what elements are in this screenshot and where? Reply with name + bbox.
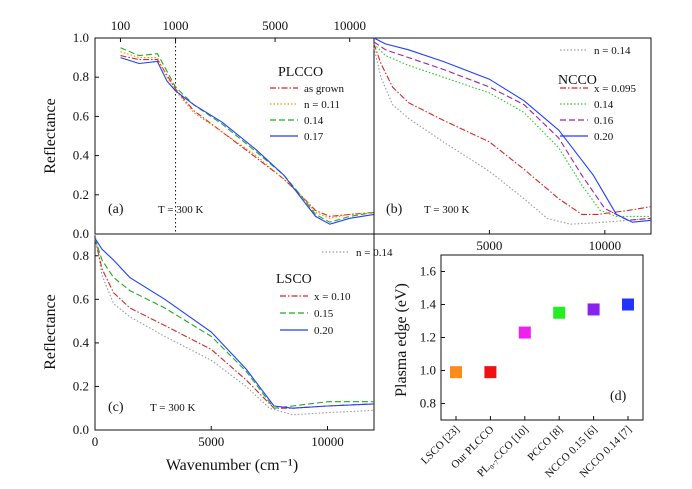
series-line-2: [94, 238, 374, 409]
y-tick-label: 1.2: [420, 330, 436, 345]
data-point-3: [553, 306, 566, 319]
panel-c-xlabel: Wavenumber (cm⁻¹): [166, 457, 298, 474]
x-tick-label: 100: [111, 18, 131, 33]
series-line-0: [94, 233, 375, 416]
data-point-4: [587, 303, 600, 316]
panel-a-ylabel: Reflectance: [42, 98, 59, 174]
data-point-2: [518, 326, 531, 339]
legend-label: 0.20: [594, 131, 614, 143]
panel-b-label: (b): [386, 202, 403, 217]
panel-c-label: (c): [108, 400, 124, 415]
legend-label: 0.20: [314, 325, 334, 337]
series-line-0: [120, 55, 375, 217]
panel-b-title: NCCO: [558, 73, 597, 88]
legend-label: x = 0.10: [314, 291, 351, 303]
panel-c-title: LSCO: [276, 272, 312, 287]
series-line-0: [373, 47, 652, 225]
panel-c: 0.0 0.2 0.4 0.6 0.8 0 5000 10000 LSCO (c) T = 3…: [42, 233, 393, 474]
x-tick-label: 10000: [589, 238, 622, 253]
legend-label: n = 0.11: [304, 99, 340, 111]
legend-label: 0.14: [594, 99, 614, 111]
x-tick-label: 5000: [262, 18, 288, 33]
panel-a-frame: [94, 37, 375, 235]
panel-a-title: PLCCO: [278, 65, 323, 80]
y-tick-label: 0.2: [73, 378, 89, 393]
data-point-5: [622, 298, 634, 311]
series-line-1: [120, 51, 375, 219]
panel-c-frame: [94, 233, 375, 431]
legend-label: n = 0.14: [594, 45, 631, 57]
panel-b-temperature: T = 300 K: [424, 204, 469, 216]
y-tick-label: 1.0: [420, 363, 436, 378]
panel-a-temperature: T = 300 K: [158, 204, 203, 216]
x-tick-label: 0: [92, 434, 99, 449]
series-line-4: [373, 37, 652, 223]
panel-d-ylabel: Plasma edge (eV): [393, 283, 410, 397]
x-tick-label: 10000: [333, 18, 366, 33]
legend-label: as grown: [304, 83, 345, 95]
y-tick-label: 0.8: [73, 248, 89, 263]
panel-d-label: (d): [610, 389, 627, 404]
y-tick-label: 0.8: [73, 69, 89, 84]
x-tick-label: 10000: [311, 434, 344, 449]
panel-b-frame: [373, 37, 652, 235]
x-tick-label: 5000: [476, 238, 502, 253]
y-tick-label: 0.8: [420, 396, 436, 411]
series-line-3: [373, 41, 652, 221]
y-tick-label: 0.0: [73, 422, 89, 437]
legend-label: x = 0.095: [594, 83, 636, 95]
panel-a: 0.0 0.2 0.4 0.6 0.8 1.0 100 1000 5000 10000 PLCCO…: [42, 18, 375, 241]
y-tick-label: 0.4: [73, 335, 90, 350]
x-tick-label: 1000: [163, 18, 189, 33]
legend-label: 0.16: [594, 115, 614, 127]
panel-c-ylabel: Reflectance: [42, 294, 59, 370]
y-tick-label: 0.0: [73, 226, 89, 241]
x-tick-label: 5000: [198, 434, 224, 449]
data-point-1: [484, 366, 497, 379]
series-line-2: [120, 47, 375, 223]
legend-label: 0.14: [304, 115, 324, 127]
panel-b: 5000 10000 NCCO (b) T = 300 K n = 0.14 x =…: [373, 37, 652, 253]
series-line-1: [373, 43, 652, 215]
legend-label: 0.17: [304, 131, 324, 143]
legend-label: 0.15: [314, 308, 334, 320]
y-tick-label: 1.6: [420, 264, 437, 279]
panel-c-temperature: T = 300 K: [150, 402, 195, 414]
series-line-3: [120, 57, 375, 225]
panel-a-label: (a): [108, 202, 124, 217]
data-point-0: [450, 366, 462, 379]
y-tick-label: 1.0: [73, 30, 89, 45]
series-line-3: [94, 238, 375, 409]
y-tick-label: 1.4: [420, 297, 437, 312]
series-line-1: [94, 238, 375, 409]
y-tick-label: 0.6: [73, 108, 90, 123]
legend-label: n = 0.14: [356, 247, 393, 259]
y-tick-label: 0.2: [73, 187, 89, 202]
y-tick-label: 0.6: [73, 291, 90, 306]
y-tick-label: 0.4: [73, 148, 90, 163]
